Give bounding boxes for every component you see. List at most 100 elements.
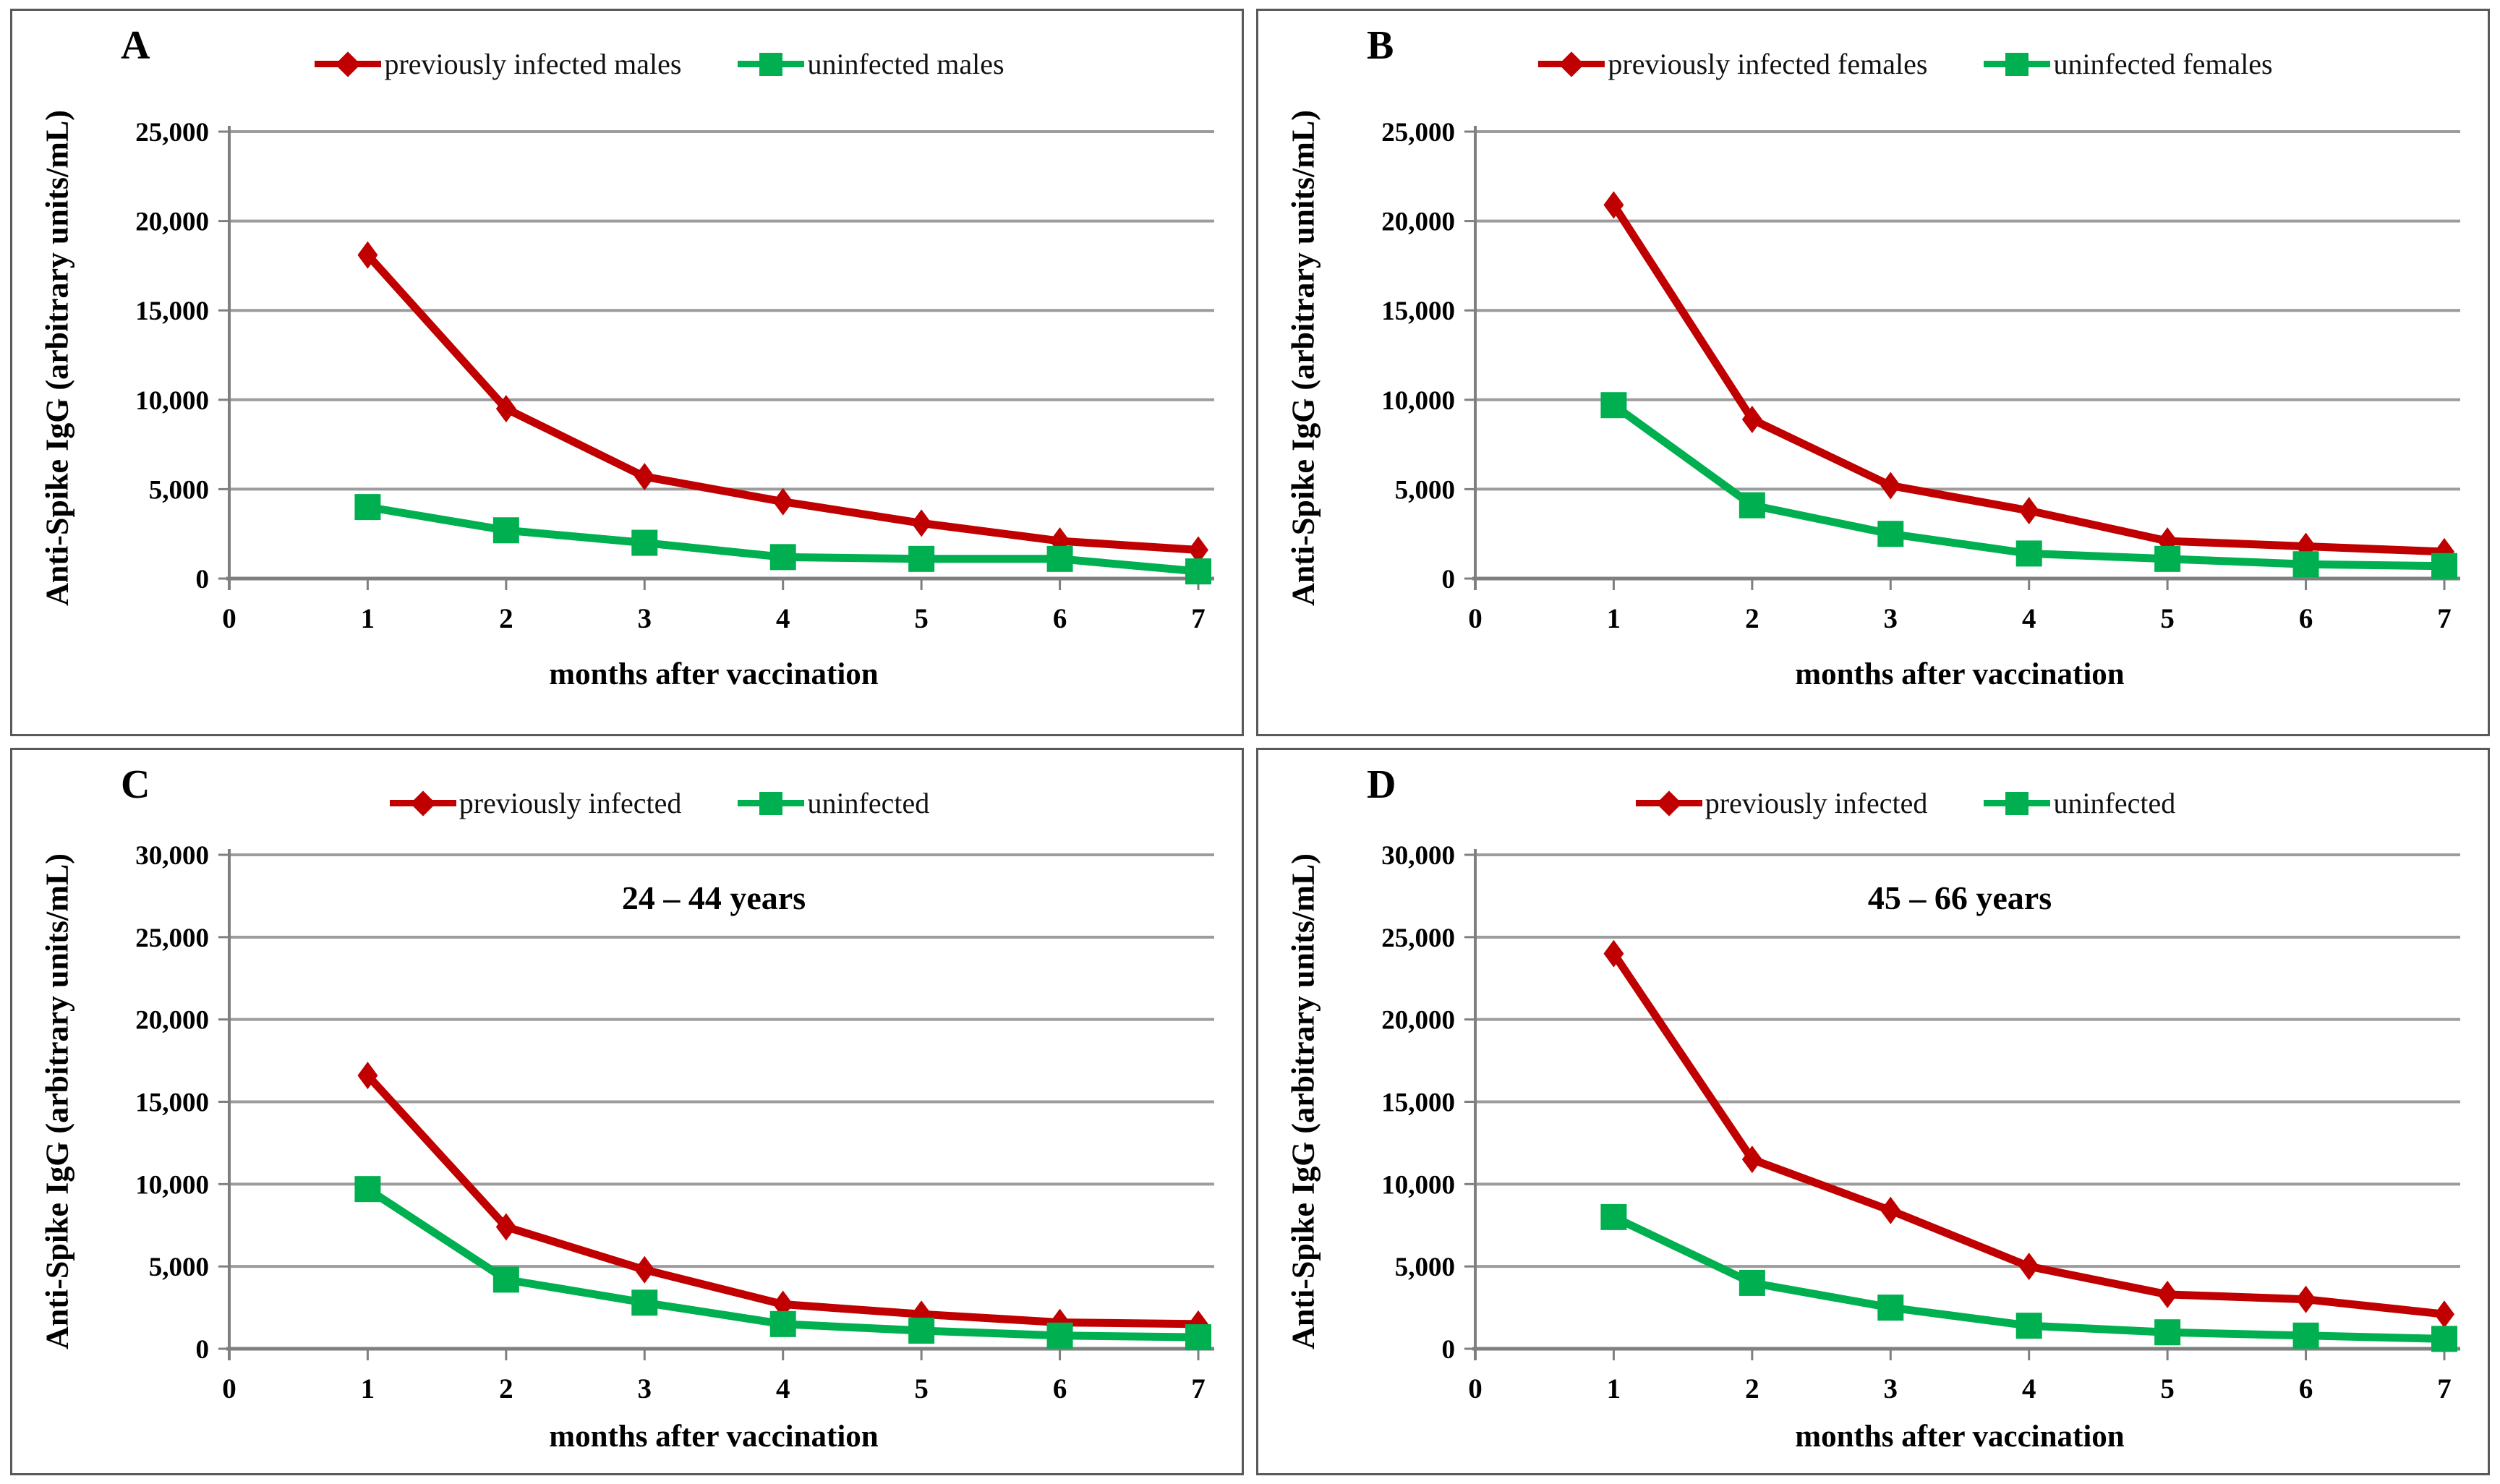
svg-text:5,000: 5,000	[1395, 1253, 1455, 1282]
y-axis-label: Anti-Spike IgG (arbitrary units/mL)	[1285, 853, 1321, 1349]
svg-text:1: 1	[1607, 1373, 1621, 1404]
svg-text:3: 3	[638, 603, 652, 634]
svg-text:3: 3	[638, 1373, 652, 1404]
green-square-series-marker-icon	[738, 791, 805, 815]
svg-text:15,000: 15,000	[1381, 297, 1455, 326]
x-axis-label: months after vaccination	[549, 1420, 879, 1454]
legend-label: previously infected females	[1608, 48, 1928, 80]
red-diamond-series-marker-icon	[389, 790, 456, 816]
svg-text:20,000: 20,000	[135, 208, 209, 237]
legend-item-uninfected: uninfected	[1984, 786, 2175, 820]
age-group-annotation: 45 – 66 years	[1867, 879, 2052, 916]
y-axis-label: Anti-Spike IgG (arbitrary units/mL)	[1285, 110, 1321, 606]
panel-a-line-chart: 0 5,000 10,000 15,000 20,000 25,000 0 1 2 3 4 5 6 7	[135, 118, 1214, 634]
age-group-annotation: 24 – 44 years	[621, 879, 806, 916]
panel-c-legend: previously infected uninfected	[99, 786, 1220, 820]
svg-text:2: 2	[499, 603, 513, 634]
svg-text:20,000: 20,000	[135, 1006, 209, 1036]
svg-text:1: 1	[1607, 603, 1621, 634]
legend-label: uninfected females	[2053, 48, 2273, 80]
svg-text:5: 5	[914, 1373, 929, 1404]
panel-b-letter: B	[1367, 23, 1394, 68]
svg-text:10,000: 10,000	[1381, 386, 1455, 416]
legend-label: uninfected	[807, 787, 930, 819]
svg-text:15,000: 15,000	[135, 297, 209, 326]
svg-text:5: 5	[2160, 603, 2175, 634]
panel-d-legend: previously infected uninfected	[1345, 786, 2466, 820]
panel-b-legend: previously infected females uninfected f…	[1345, 47, 2466, 81]
svg-text:15,000: 15,000	[1381, 1088, 1455, 1118]
svg-text:15,000: 15,000	[135, 1088, 209, 1118]
svg-text:3: 3	[1884, 603, 1898, 634]
red-diamond-series-marker-icon	[315, 51, 382, 77]
svg-text:25,000: 25,000	[1381, 118, 1455, 148]
panel-a-legend: previously infected males uninfected mal…	[99, 47, 1220, 81]
svg-text:4: 4	[2022, 603, 2036, 634]
legend-label: uninfected	[2053, 787, 2176, 819]
svg-text:6: 6	[1053, 1373, 1067, 1404]
svg-text:7: 7	[1191, 1373, 1206, 1404]
legend-item-uninfected: uninfected	[738, 786, 929, 820]
svg-text:10,000: 10,000	[135, 386, 209, 416]
svg-text:10,000: 10,000	[135, 1170, 209, 1200]
legend-item-uninfected: uninfected males	[738, 47, 1004, 81]
legend-item-previously-infected: previously infected males	[315, 47, 681, 81]
svg-text:7: 7	[2437, 603, 2452, 634]
svg-text:20,000: 20,000	[1381, 1006, 1455, 1036]
panel-c: 0 5,000 10,000 15,000 20,000 25,000 30,000 0 1 2 3…	[10, 748, 1244, 1475]
panel-d: 0 5,000 10,000 15,000 20,000 25,000 30,000 0 1 2 3…	[1256, 748, 2490, 1475]
svg-text:5,000: 5,000	[149, 1253, 209, 1282]
svg-text:5,000: 5,000	[149, 475, 209, 505]
svg-text:1: 1	[361, 603, 375, 634]
legend-item-previously-infected: previously infected	[389, 786, 682, 820]
red-diamond-series-marker-icon	[1635, 790, 1702, 816]
panel-b-line-chart: 0 5,000 10,000 15,000 20,000 25,000 0 1 2 3 4 5 6 7	[1381, 118, 2460, 634]
panel-a-letter: A	[121, 23, 150, 68]
y-axis-label: Anti-Spike IgG (arbitrary units/mL)	[39, 110, 75, 606]
svg-text:25,000: 25,000	[1381, 924, 1455, 953]
svg-text:2: 2	[1745, 1373, 1759, 1404]
legend-label: previously infected	[1705, 787, 1928, 819]
svg-text:25,000: 25,000	[135, 118, 209, 148]
svg-text:5: 5	[2160, 1373, 2175, 1404]
x-axis-label: months after vaccination	[549, 657, 879, 691]
legend-label: previously infected	[458, 787, 682, 819]
svg-text:6: 6	[1053, 603, 1067, 634]
svg-text:0: 0	[196, 565, 210, 594]
y-axis-label: Anti-Spike IgG (arbitrary units/mL)	[39, 853, 75, 1349]
svg-text:4: 4	[776, 1373, 790, 1404]
svg-text:0: 0	[222, 1373, 236, 1404]
svg-text:0: 0	[222, 603, 236, 634]
svg-text:7: 7	[1191, 603, 1206, 634]
panel-a: 0 5,000 10,000 15,000 20,000 25,000 0 1 2 3 4 5 6 7 A…	[10, 9, 1244, 736]
panel-d-line-chart: 0 5,000 10,000 15,000 20,000 25,000 30,000 0 1 2 3…	[1381, 841, 2460, 1404]
svg-text:3: 3	[1884, 1373, 1898, 1404]
panel-c-letter: C	[121, 762, 150, 807]
svg-text:7: 7	[2437, 1373, 2452, 1404]
legend-label: uninfected males	[807, 48, 1004, 80]
panel-d-letter: D	[1367, 762, 1396, 807]
svg-text:10,000: 10,000	[1381, 1170, 1455, 1200]
svg-text:30,000: 30,000	[135, 841, 209, 871]
svg-text:6: 6	[2299, 603, 2313, 634]
svg-text:5,000: 5,000	[1395, 475, 1455, 505]
svg-text:0: 0	[1442, 565, 1456, 594]
svg-text:5: 5	[914, 603, 929, 634]
green-square-series-marker-icon	[1984, 52, 2051, 76]
svg-text:0: 0	[1468, 603, 1482, 634]
legend-label: previously infected males	[384, 48, 682, 80]
svg-text:2: 2	[499, 1373, 513, 1404]
svg-text:30,000: 30,000	[1381, 841, 1455, 871]
green-square-series-marker-icon	[1984, 791, 2051, 815]
svg-text:25,000: 25,000	[135, 924, 209, 953]
legend-item-previously-infected: previously infected	[1635, 786, 1928, 820]
svg-text:0: 0	[196, 1335, 210, 1365]
green-square-series-marker-icon	[738, 52, 805, 76]
svg-text:6: 6	[2299, 1373, 2313, 1404]
legend-item-uninfected: uninfected females	[1984, 47, 2273, 81]
svg-text:1: 1	[361, 1373, 375, 1404]
svg-text:4: 4	[776, 603, 790, 634]
svg-text:0: 0	[1468, 1373, 1482, 1404]
svg-text:0: 0	[1442, 1335, 1456, 1365]
